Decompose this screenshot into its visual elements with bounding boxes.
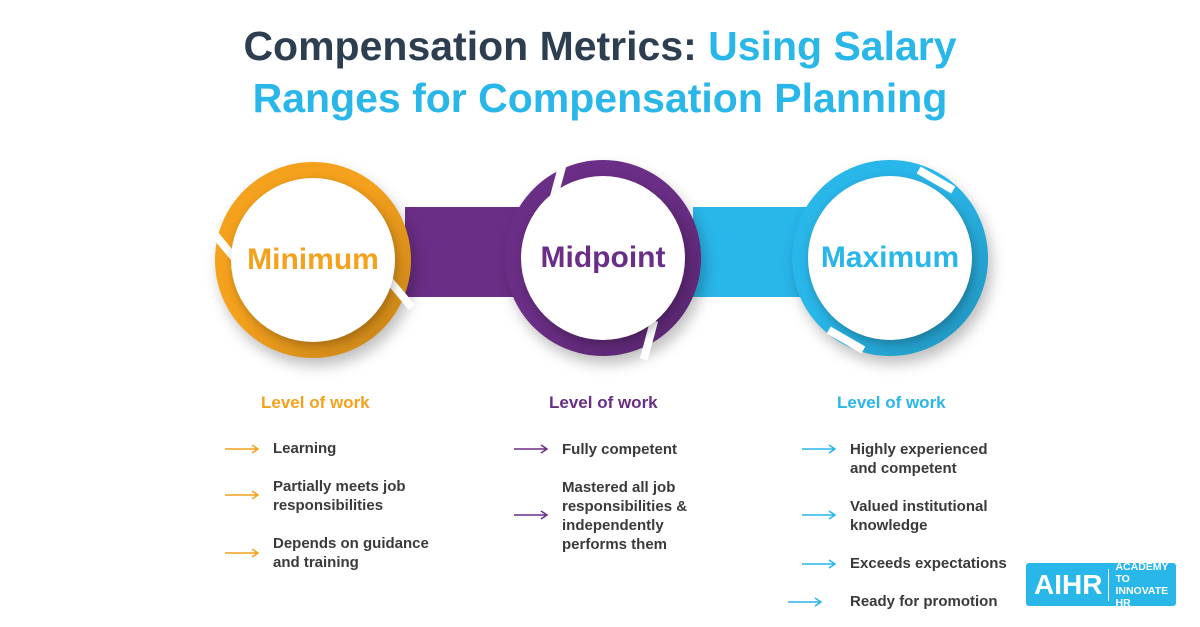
logo-line2: INNOVATE HR bbox=[1115, 584, 1169, 609]
title-part2: Using Salary bbox=[708, 23, 957, 69]
list-item: Fully competent bbox=[562, 441, 678, 458]
list-item: Depends on guidance and training bbox=[273, 535, 429, 571]
arrow-icon bbox=[802, 559, 836, 569]
midpoint-circle: Midpoint bbox=[505, 157, 701, 361]
list-item: Ready for promotion bbox=[850, 593, 998, 610]
list-item: Exceeds expectations bbox=[850, 555, 1007, 572]
list-item: Learning bbox=[273, 440, 337, 457]
midpoint-heading: Level of work bbox=[549, 393, 658, 412]
maximum-label: Maximum bbox=[808, 176, 972, 340]
list-item: Valued institutional knowledge bbox=[850, 498, 988, 534]
arrow-icon bbox=[802, 444, 836, 454]
title-line2: Ranges for Compensation Planning bbox=[252, 75, 948, 121]
arrow-icon bbox=[802, 510, 836, 520]
arrow-icon bbox=[225, 490, 259, 500]
logo-mark: AIHR bbox=[1026, 568, 1110, 601]
logo-line1: ACADEMY TO bbox=[1115, 560, 1169, 585]
maximum-circle: Maximum bbox=[792, 160, 988, 356]
minimum-label: Minimum bbox=[231, 178, 395, 342]
arrow-icon bbox=[514, 510, 548, 520]
list-item: Mastered all job responsibilities & inde… bbox=[562, 479, 688, 553]
list-item: Partially meets job responsibilities bbox=[273, 478, 406, 514]
arrow-icon bbox=[225, 548, 259, 558]
title-part1: Compensation Metrics: bbox=[243, 23, 709, 69]
arrow-icon bbox=[788, 597, 822, 607]
arrow-icon bbox=[225, 444, 259, 454]
midpoint-label: Midpoint bbox=[521, 176, 685, 340]
minimum-circle: Minimum bbox=[205, 162, 415, 358]
minimum-heading: Level of work bbox=[261, 393, 370, 412]
list-item: Highly experienced and competent bbox=[850, 441, 988, 477]
aihr-logo: AIHR ACADEMY TO INNOVATE HR bbox=[1026, 560, 1176, 609]
arrow-icon bbox=[514, 444, 548, 454]
page-title: Compensation Metrics: Using Salary Range… bbox=[0, 20, 1200, 124]
maximum-heading: Level of work bbox=[837, 393, 946, 412]
